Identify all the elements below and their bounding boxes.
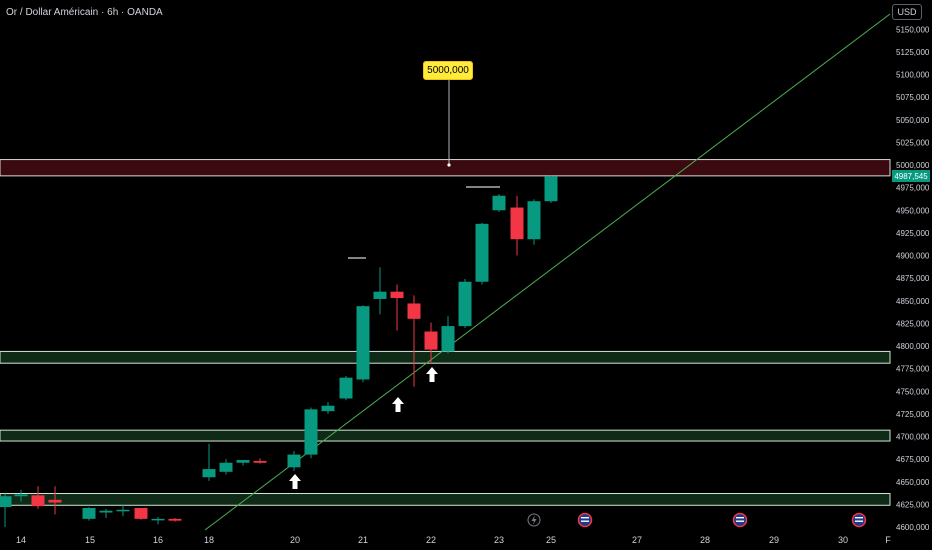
- currency-button[interactable]: USD: [892, 4, 922, 20]
- candle-up[interactable]: [356, 306, 370, 380]
- price-axis-tick: 4775,000: [896, 365, 930, 374]
- price-axis-tick: 5100,000: [896, 71, 930, 80]
- symbol-title: Or / Dollar Américain · 6h · OANDA: [6, 7, 163, 18]
- candle-up[interactable]: [0, 496, 12, 508]
- candle-down[interactable]: [48, 499, 62, 503]
- us-flag-event-icon[interactable]: [851, 512, 867, 528]
- time-axis-tick: 15: [85, 535, 95, 545]
- flag-stripe: [736, 520, 744, 522]
- time-axis-tick: 18: [204, 535, 214, 545]
- candle-up[interactable]: [441, 326, 455, 352]
- target-price-label[interactable]: 5000,000: [423, 61, 473, 80]
- price-axis-tick: 4875,000: [896, 274, 930, 283]
- time-axis-tick: 29: [769, 535, 779, 545]
- time-axis-tick: 22: [426, 535, 436, 545]
- price-axis-tick: 4800,000: [896, 342, 930, 351]
- time-axis-tick: 16: [153, 535, 163, 545]
- support-zone: [0, 493, 891, 506]
- flag-ring: [851, 512, 867, 528]
- flag-stripe: [855, 520, 863, 522]
- candle-up[interactable]: [82, 507, 96, 519]
- time-axis-tick: F: [885, 535, 891, 545]
- support-zone: [0, 429, 891, 442]
- candle-up[interactable]: [321, 405, 335, 412]
- up-arrow-icon: [426, 367, 438, 382]
- price-axis-tick: 5150,000: [896, 25, 930, 34]
- candle-up[interactable]: [151, 518, 165, 521]
- candle-down[interactable]: [134, 507, 148, 519]
- flag-stripe: [855, 517, 863, 519]
- resistance-zone: [0, 159, 891, 177]
- candle-up[interactable]: [527, 201, 541, 240]
- candle-up[interactable]: [492, 195, 506, 211]
- time-axis-tick: 30: [838, 535, 848, 545]
- candle-up[interactable]: [304, 409, 318, 455]
- candle-down[interactable]: [253, 460, 267, 463]
- candle-up[interactable]: [287, 454, 301, 468]
- candle-down[interactable]: [390, 291, 404, 299]
- candle-down[interactable]: [510, 207, 524, 240]
- price-axis-tick: 4850,000: [896, 297, 930, 306]
- trendline[interactable]: [204, 13, 891, 531]
- price-axis-tick: 5050,000: [896, 116, 930, 125]
- candle-down[interactable]: [31, 495, 45, 507]
- flag-stripe: [736, 517, 744, 519]
- time-axis-tick: 27: [632, 535, 642, 545]
- candle-up[interactable]: [116, 509, 130, 512]
- time-axis-tick: 25: [546, 535, 556, 545]
- candle-up[interactable]: [458, 281, 472, 327]
- up-arrow-icon: [392, 397, 404, 412]
- time-axis-tick: 28: [700, 535, 710, 545]
- candle-up[interactable]: [544, 176, 558, 202]
- candle-up[interactable]: [339, 377, 353, 399]
- target-anchor-dot: [447, 163, 451, 167]
- flag-stripe: [581, 517, 589, 519]
- candle-up[interactable]: [14, 494, 28, 497]
- flag-ring: [577, 512, 593, 528]
- price-axis-tick: 4650,000: [896, 478, 930, 487]
- price-axis-tick: 5125,000: [896, 48, 930, 57]
- candle-up[interactable]: [219, 462, 233, 472]
- candle-down[interactable]: [424, 331, 438, 350]
- lightning-event-icon[interactable]: [527, 513, 541, 527]
- flag-stripe: [581, 520, 589, 522]
- lightning-glyph: [531, 515, 537, 525]
- price-axis-tick: 4600,000: [896, 523, 930, 532]
- price-axis-tick: 4900,000: [896, 252, 930, 261]
- price-axis-tick: 4725,000: [896, 410, 930, 419]
- candle-up[interactable]: [236, 460, 250, 463]
- flag-ring: [732, 512, 748, 528]
- price-axis-tick: 5000,000: [896, 161, 930, 170]
- us-flag-event-icon[interactable]: [577, 512, 593, 528]
- time-axis-tick: 20: [290, 535, 300, 545]
- candle-up[interactable]: [475, 223, 489, 282]
- candle-up[interactable]: [202, 469, 216, 478]
- time-axis-tick: 23: [494, 535, 504, 545]
- price-axis-tick: 4925,000: [896, 229, 930, 238]
- up-arrow-icon: [289, 474, 301, 489]
- us-flag-event-icon[interactable]: [732, 512, 748, 528]
- candle-down[interactable]: [168, 518, 182, 521]
- time-axis-tick: 14: [16, 535, 26, 545]
- candle-up[interactable]: [373, 291, 387, 299]
- price-axis-tick: 4700,000: [896, 433, 930, 442]
- price-axis-tick: 4825,000: [896, 319, 930, 328]
- candle-up[interactable]: [99, 510, 113, 513]
- time-axis-tick: 21: [358, 535, 368, 545]
- support-zone: [0, 350, 891, 364]
- price-axis-tick: 4750,000: [896, 387, 930, 396]
- price-axis-tick: 4950,000: [896, 206, 930, 215]
- candle-down[interactable]: [407, 303, 421, 319]
- current-price-tag: 4987,545: [892, 170, 930, 182]
- price-axis-tick: 4975,000: [896, 184, 930, 193]
- price-axis-tick: 4625,000: [896, 500, 930, 509]
- price-axis-tick: 5025,000: [896, 138, 930, 147]
- price-axis-tick: 4675,000: [896, 455, 930, 464]
- price-axis-tick: 5075,000: [896, 93, 930, 102]
